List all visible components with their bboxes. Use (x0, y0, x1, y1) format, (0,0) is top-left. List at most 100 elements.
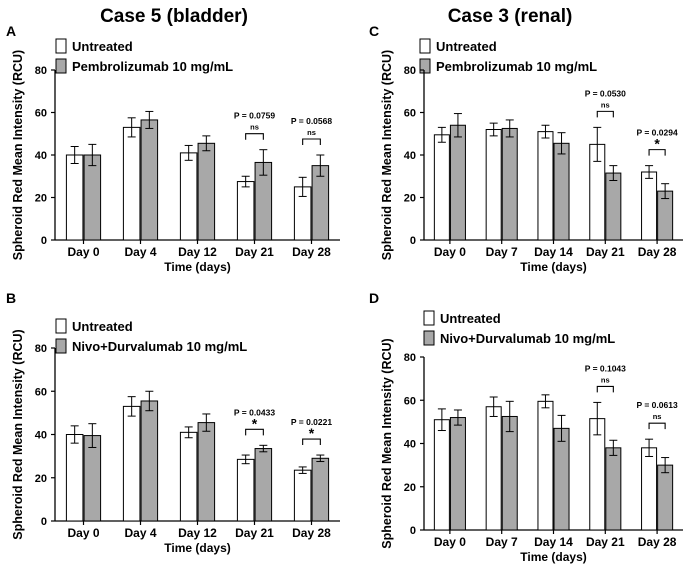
bar-untreated (65, 154, 84, 241)
significance-bracket (302, 138, 321, 145)
y-tick-label: 20 (404, 193, 416, 205)
bar-untreated (236, 181, 255, 241)
significance-bracket (596, 385, 614, 393)
bar-untreated (236, 458, 255, 522)
y-tick-label: 80 (404, 352, 416, 364)
y-tick-label: 80 (404, 65, 416, 77)
p-value-label: P = 0.0759 (234, 111, 275, 121)
x-tick-label: Day 4 (124, 245, 156, 259)
legend-label: Untreated (72, 319, 133, 334)
significance-bracket (302, 438, 321, 446)
significance-bracket (648, 422, 666, 430)
bar-untreated (122, 126, 141, 241)
bar-treated (553, 142, 570, 241)
legend-swatch (419, 58, 431, 74)
y-tick-label: 60 (35, 386, 47, 398)
significance-bracket (596, 110, 614, 118)
significance-bracket (245, 428, 264, 436)
x-tick-label: Day 12 (178, 245, 217, 259)
y-tick-label: 80 (35, 343, 47, 355)
bar-treated (605, 172, 622, 241)
bar-untreated (433, 134, 450, 241)
legend-swatch (55, 58, 67, 74)
p-value-label: P = 0.0613 (636, 400, 677, 410)
x-tick-label: Day 28 (638, 245, 677, 259)
x-tick-label: Day 21 (586, 535, 625, 549)
bar-treated (501, 127, 518, 241)
significance-marker: ns (307, 128, 316, 137)
bar-treated (449, 417, 466, 531)
p-value-label: P = 0.0294 (636, 128, 677, 138)
significance-marker: * (252, 415, 258, 431)
x-tick-label: Day 28 (638, 535, 677, 549)
y-tick-label: 0 (41, 235, 47, 247)
bar-treated (311, 165, 330, 241)
legend-label: Pembrolizumab 10 mg/mL (436, 59, 597, 74)
x-tick-label: Day 28 (292, 245, 331, 259)
p-value-label: P = 0.1043 (585, 363, 626, 373)
x-tick-label: Day 7 (486, 245, 518, 259)
bar-untreated (433, 419, 450, 531)
y-tick-label: 80 (35, 65, 47, 77)
significance-marker: * (654, 136, 660, 152)
bar-treated (83, 435, 102, 522)
bar-untreated (641, 171, 658, 241)
x-tick-label: Day 4 (124, 526, 156, 540)
x-tick-label: Day 0 (67, 526, 99, 540)
legend-label: Nivo+Durvalumab 10 mg/mL (440, 331, 615, 346)
bar-treated (501, 415, 518, 531)
y-tick-label: 40 (35, 150, 47, 162)
y-tick-label: 60 (35, 108, 47, 120)
y-tick-label: 0 (410, 525, 416, 537)
x-axis-title: Time (days) (520, 550, 586, 564)
x-tick-label: Day 14 (534, 535, 573, 549)
significance-marker: ns (653, 412, 662, 421)
x-tick-label: Day 21 (235, 526, 274, 540)
significance-bracket (648, 149, 666, 156)
x-tick-label: Day 21 (235, 245, 274, 259)
legend-swatch (423, 310, 435, 326)
legend-label: Untreated (436, 39, 497, 54)
y-tick-label: 40 (404, 439, 416, 451)
panel-a: A Untreated Pembrolizumab 10 mg/mL 0 20 40 60 8… (6, 23, 340, 274)
bar-untreated (65, 434, 84, 522)
y-axis-title: Spheroid Red Mean Intensity (RCU) (380, 338, 394, 548)
x-tick-label: Day 7 (486, 535, 518, 549)
x-tick-label: Day 12 (178, 526, 217, 540)
x-tick-label: Day 28 (292, 526, 331, 540)
legend-label: Pembrolizumab 10 mg/mL (72, 59, 233, 74)
significance-bracket (245, 133, 264, 140)
significance-marker: * (309, 425, 315, 441)
y-axis-title: Spheroid Red Mean Intensity (RCU) (11, 50, 25, 260)
p-value-label: P = 0.0530 (585, 88, 626, 98)
bar-treated (311, 457, 330, 522)
bar-untreated (122, 405, 141, 522)
legend-swatch (55, 318, 67, 334)
legend-swatch (55, 338, 67, 354)
case-title-right: Case 3 (renal) (448, 6, 573, 27)
bar-treated (657, 464, 674, 531)
bar-treated (140, 400, 159, 522)
panel-label: C (369, 23, 379, 39)
x-tick-label: Day 21 (586, 245, 625, 259)
x-tick-label: Day 0 (67, 245, 99, 259)
bar-treated (197, 142, 216, 241)
x-tick-label: Day 0 (434, 535, 466, 549)
y-tick-label: 60 (404, 108, 416, 120)
bar-treated (83, 154, 102, 241)
p-value-label: P = 0.0433 (234, 407, 275, 417)
legend-label: Nivo+Durvalumab 10 mg/mL (72, 339, 247, 354)
legend-swatch (419, 38, 431, 54)
significance-marker: ns (601, 100, 610, 109)
bar-untreated (179, 431, 198, 522)
y-tick-label: 20 (404, 482, 416, 494)
bar-untreated (179, 152, 198, 241)
bar-untreated (537, 400, 554, 531)
p-value-label: P = 0.0221 (291, 417, 332, 427)
x-axis-title: Time (days) (164, 260, 230, 274)
y-axis-title: Spheroid Red Mean Intensity (RCU) (11, 329, 25, 539)
panel-c: C Untreated Pembrolizumab 10 mg/mL 0 20 40 60 8… (369, 23, 683, 274)
panel-d: D Untreated Nivo+Durvalumab 10 mg/mL 0 20 40 6… (369, 290, 683, 564)
bar-untreated (485, 129, 502, 241)
panel-b: B Untreated Nivo+Durvalumab 10 mg/mL 0 20 40 6… (6, 290, 340, 555)
